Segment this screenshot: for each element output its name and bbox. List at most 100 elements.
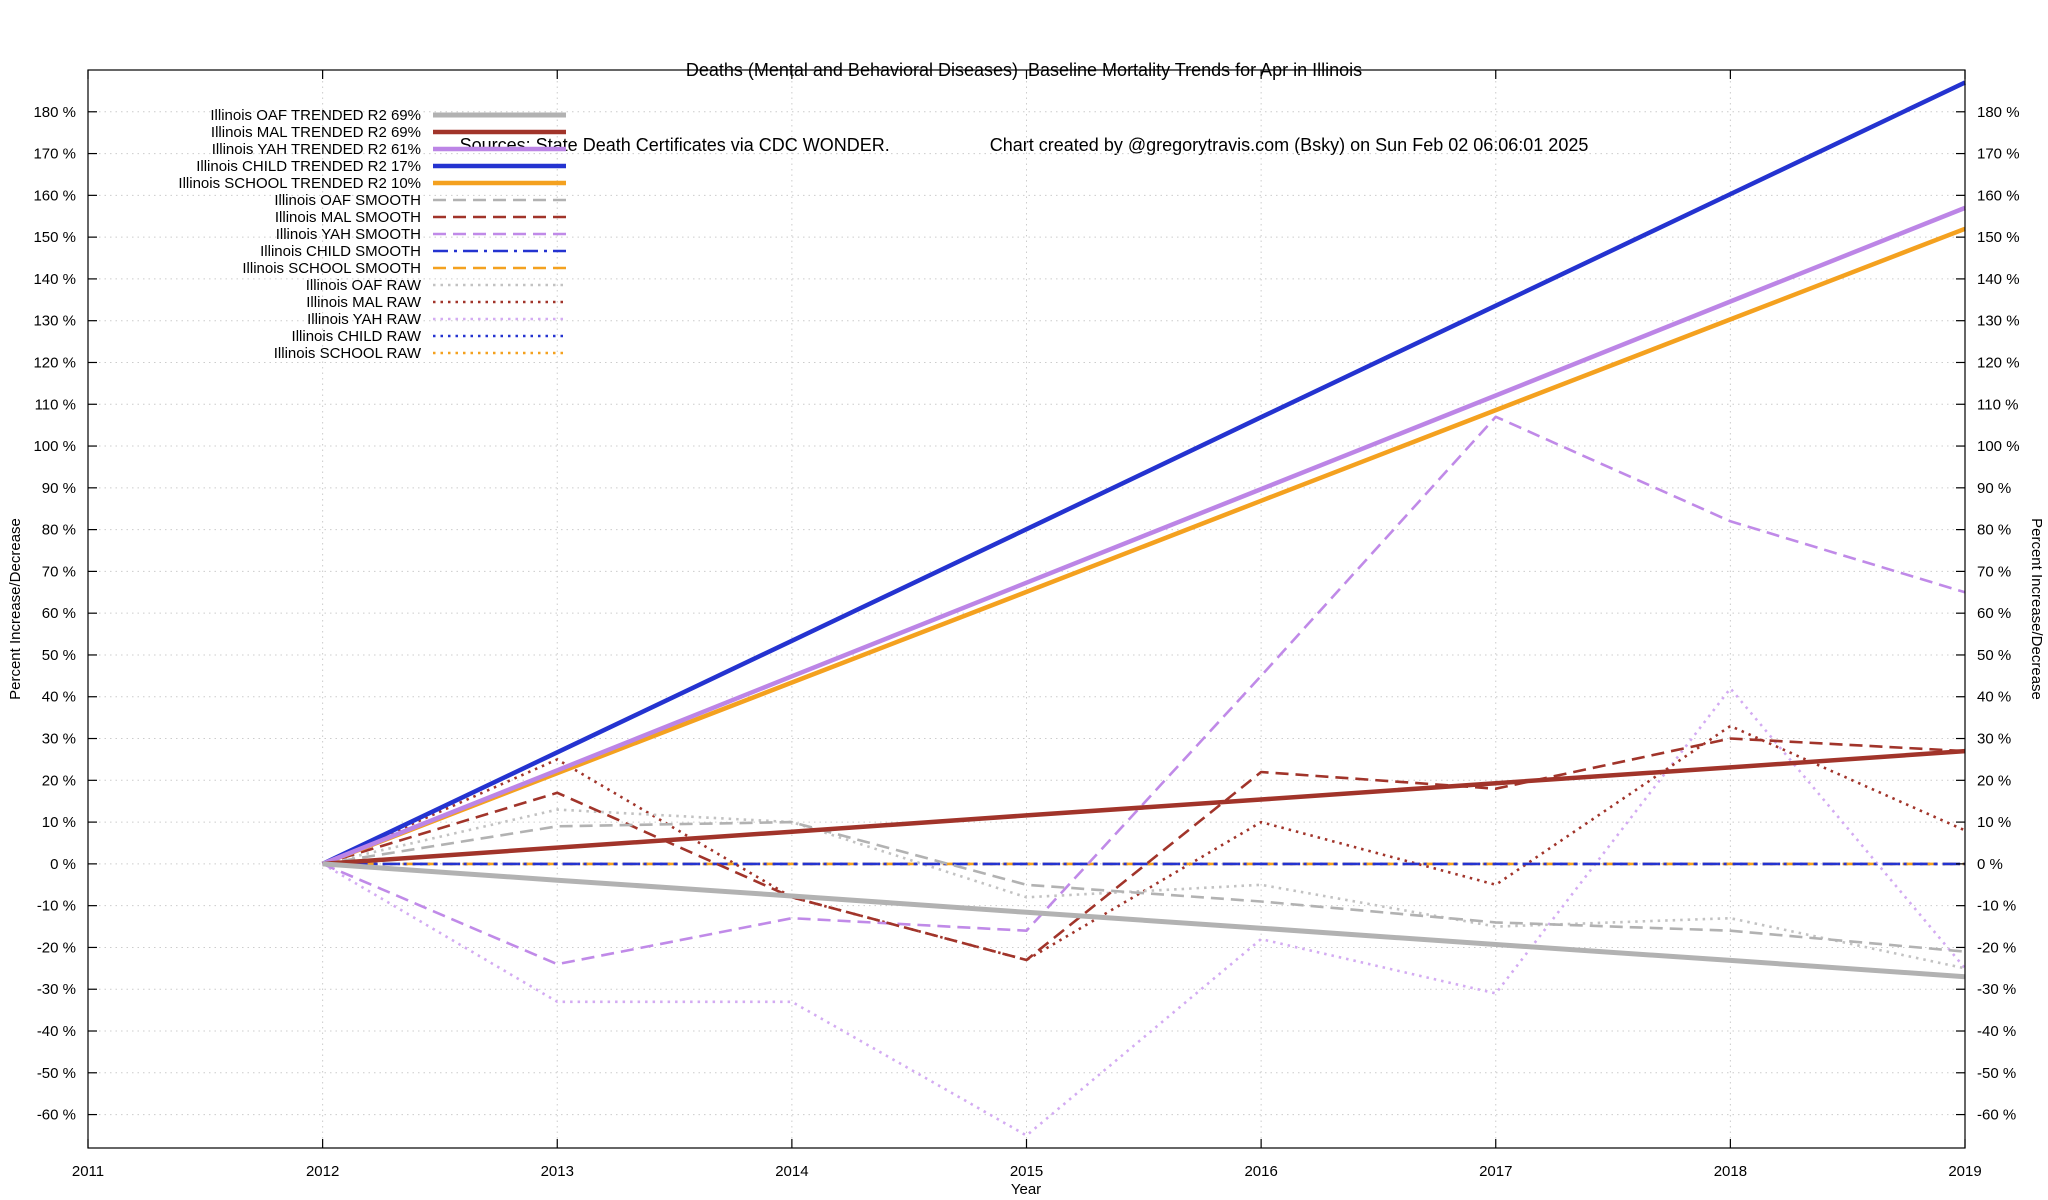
legend-label: Illinois SCHOOL RAW	[274, 345, 422, 362]
legend-item-oaf-smooth: Illinois OAF SMOOTH	[274, 192, 566, 209]
y-tick-label-right: 150 %	[1977, 229, 2020, 246]
y-tick-label-right: -60 %	[1977, 1107, 2016, 1124]
y-tick-label-right: -10 %	[1977, 898, 2016, 915]
legend-label: Illinois YAH TRENDED R2 61%	[212, 141, 421, 158]
legend-label: Illinois YAH RAW	[307, 311, 422, 328]
series-school-trended-line	[321, 226, 1966, 866]
y-tick-label-left: 120 %	[33, 354, 76, 371]
series-oaf-smooth-line	[322, 820, 1966, 953]
legend-item-school-trended: Illinois SCHOOL TRENDED R2 10%	[178, 175, 566, 192]
y-tick-label-left: 40 %	[42, 689, 76, 706]
y-tick-label-left: 100 %	[33, 438, 76, 455]
legend-label: Illinois YAH SMOOTH	[276, 226, 421, 243]
legend-label: Illinois OAF TRENDED R2 69%	[210, 107, 421, 124]
y-tick-label-right: 0 %	[1977, 856, 2003, 873]
y-tick-label-right: 160 %	[1977, 187, 2020, 204]
y-tick-label-left: -30 %	[37, 981, 76, 998]
y-tick-label-left: 180 %	[33, 104, 76, 121]
chart-credit-text: Chart created by @gregorytravis.com (Bsk…	[989, 135, 1589, 155]
y-tick-label-left: 150 %	[33, 229, 76, 246]
x-tick-label: 2013	[541, 1163, 574, 1180]
series-mal-raw-line	[322, 724, 1966, 962]
y-tick-label-right: -40 %	[1977, 1023, 2016, 1040]
y-tick-label-right: 40 %	[1977, 689, 2011, 706]
legend-item-child-smooth: Illinois CHILD SMOOTH	[260, 243, 566, 260]
x-tick-label: 2011	[72, 1163, 104, 1180]
y-tick-label-right: 110 %	[1977, 396, 2018, 413]
legend-item-mal-raw: Illinois MAL RAW	[306, 294, 566, 311]
y-tick-label-left: 80 %	[42, 522, 76, 539]
legend-label: Illinois CHILD RAW	[292, 328, 422, 345]
y-tick-label-left: 30 %	[42, 731, 76, 748]
series-mal-trended-line	[322, 748, 1966, 867]
legend-item-yah-smooth: Illinois YAH SMOOTH	[276, 226, 566, 243]
y-tick-label-left: -20 %	[37, 939, 76, 956]
legend-label: Illinois CHILD SMOOTH	[260, 243, 421, 260]
y-tick-label-right: 60 %	[1977, 605, 2011, 622]
x-axis-label: Year	[1011, 1181, 1041, 1198]
axes: 2011 2012 2013 2014 2015 2016 2017 2018 2019 -60 …	[33, 69, 2020, 1180]
legend-item-mal-trended: Illinois MAL TRENDED R2 69%	[211, 124, 566, 141]
y-tick-label-left: 90 %	[42, 480, 76, 497]
legend-label: Illinois CHILD TRENDED R2 17%	[196, 158, 421, 175]
legend-label: Illinois SCHOOL SMOOTH	[242, 260, 421, 277]
y-tick-label-right: 140 %	[1977, 271, 2020, 288]
y-tick-label-right: 10 %	[1977, 814, 2011, 831]
y-tick-label-left: -40 %	[37, 1023, 76, 1040]
series-yah-raw-line	[321, 687, 1966, 1137]
y-tick-label-right: 90 %	[1977, 480, 2011, 497]
x-tick-label: 2017	[1479, 1163, 1512, 1180]
legend-item-school-raw: Illinois SCHOOL RAW	[274, 345, 566, 362]
legend-item-child-trended: Illinois CHILD TRENDED R2 17%	[196, 158, 566, 175]
legend-item-yah-trended: Illinois YAH TRENDED R2 61%	[212, 141, 566, 158]
series-mal-smooth-line	[322, 737, 1966, 962]
y-tick-label-right: 130 %	[1977, 313, 2020, 330]
legend-label: Illinois OAF SMOOTH	[274, 192, 421, 209]
x-tick-label: 2014	[775, 1163, 808, 1180]
x-tick-label: 2019	[1948, 1163, 1981, 1180]
y-tick-label-left: 10 %	[42, 814, 76, 831]
y-tick-label-left: 170 %	[33, 146, 76, 163]
y-tick-label-left: 140 %	[33, 271, 76, 288]
y-tick-label-left: -60 %	[37, 1107, 76, 1124]
x-tick-label: 2015	[1010, 1163, 1043, 1180]
x-tick-label: 2012	[306, 1163, 339, 1180]
series-yah-trended-line	[321, 205, 1966, 866]
legend-item-mal-smooth: Illinois MAL SMOOTH	[275, 209, 566, 226]
y-tick-label-left: 0 %	[50, 856, 76, 873]
y-tick-label-right: 100 %	[1977, 438, 2020, 455]
y-tick-label-right: 50 %	[1977, 647, 2011, 664]
legend-label: Illinois MAL TRENDED R2 69%	[211, 124, 421, 141]
y-tick-label-right: 120 %	[1977, 354, 2020, 371]
legend-item-oaf-trended: Illinois OAF TRENDED R2 69%	[210, 107, 566, 124]
y-tick-label-right: -50 %	[1977, 1065, 2016, 1082]
legend: Illinois OAF TRENDED R2 69%Illinois MAL …	[178, 107, 566, 362]
legend-label: Illinois OAF RAW	[306, 277, 422, 294]
legend-label: Illinois MAL SMOOTH	[275, 209, 421, 226]
series-lines	[321, 80, 1966, 1137]
y-tick-label-left: 50 %	[42, 647, 76, 664]
series-yah-smooth-line	[322, 415, 1966, 966]
y-tick-label-left: 70 %	[42, 563, 76, 580]
legend-item-yah-raw: Illinois YAH RAW	[307, 311, 566, 328]
x-tick-label: 2018	[1714, 1163, 1747, 1180]
y-tick-label-right: 180 %	[1977, 104, 2020, 121]
y-axis-label-left: Percent Increase/Decrease	[7, 518, 24, 700]
y-tick-label-right: 80 %	[1977, 522, 2011, 539]
y-tick-label-right: 70 %	[1977, 563, 2011, 580]
series-oaf-raw-line	[322, 808, 1966, 970]
y-tick-label-left: 160 %	[33, 187, 76, 204]
legend-item-child-raw: Illinois CHILD RAW	[292, 328, 566, 345]
legend-item-oaf-raw: Illinois OAF RAW	[306, 277, 566, 294]
legend-label: Illinois MAL RAW	[306, 294, 422, 311]
y-tick-label-left: 130 %	[33, 313, 76, 330]
x-tick-label: 2016	[1244, 1163, 1277, 1180]
y-tick-label-right: 170 %	[1977, 146, 2020, 163]
y-tick-label-left: 60 %	[42, 605, 76, 622]
y-tick-label-left: -50 %	[37, 1065, 76, 1082]
legend-label: Illinois SCHOOL TRENDED R2 10%	[178, 175, 421, 192]
y-tick-label-right: 20 %	[1977, 772, 2011, 789]
y-tick-label-right: 30 %	[1977, 731, 2011, 748]
